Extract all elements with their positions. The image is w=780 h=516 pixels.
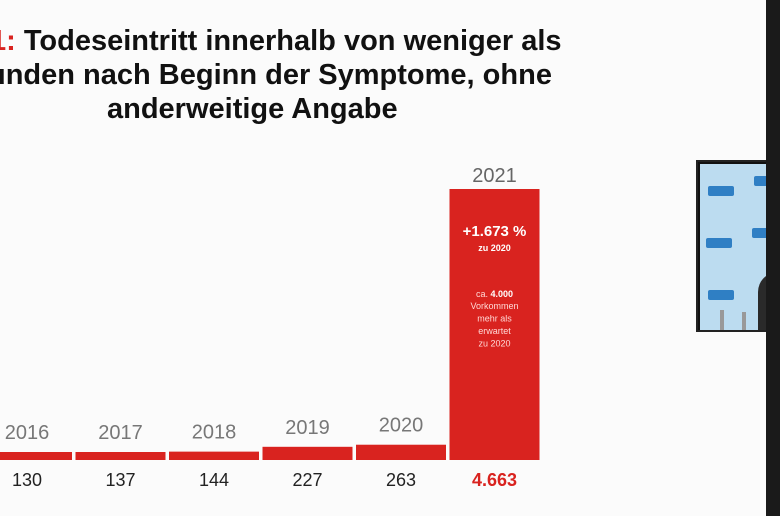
title-prefix: 1: — [0, 25, 16, 57]
annotation-percent: +1.673 % — [463, 223, 527, 240]
annotation-note-pre: ca. — [476, 289, 491, 299]
window-edge — [766, 0, 780, 516]
annotation-note-line-1: Vorkommen — [470, 301, 518, 311]
value-label-2018: 144 — [199, 470, 229, 490]
year-label-2016: 2016 — [5, 422, 50, 444]
annotation-note-bold: 4.000 — [490, 289, 513, 299]
annotation-note-line-2: mehr als — [477, 314, 512, 324]
year-label-2021: 2021 — [472, 165, 517, 187]
bar-2020 — [356, 444, 446, 460]
year-label-2017: 2017 — [98, 422, 143, 444]
annotation-note-line-3: erwartet — [478, 326, 511, 336]
title-line-1: 1: Todeseintritt innerhalb von weniger a… — [0, 24, 562, 58]
value-label-2017: 137 — [105, 470, 135, 490]
bar-2017 — [75, 452, 166, 460]
bar-2018 — [169, 451, 259, 460]
year-label-2019: 2019 — [285, 417, 330, 439]
bar-2019 — [262, 446, 353, 460]
annotation-percent-sub: zu 2020 — [478, 243, 511, 253]
value-label-2021: 4.663 — [472, 470, 517, 490]
bar-2021 — [449, 189, 540, 460]
annotation-note-line-4: zu 2020 — [478, 339, 510, 349]
value-label-2020: 263 — [386, 470, 416, 490]
title-line-1-text: Todeseintritt innerhalb von weniger als — [23, 25, 562, 57]
title-line-2: unden nach Beginn der Symptome, ohne — [0, 59, 552, 91]
year-label-2018: 2018 — [192, 422, 237, 444]
year-label-2020: 2020 — [379, 415, 424, 437]
annotation-note-first: ca. 4.000 — [476, 289, 513, 299]
bar-2016 — [0, 452, 72, 460]
value-label-2019: 227 — [292, 470, 322, 490]
title-line-3: anderweitige Angabe — [107, 93, 398, 125]
value-label-2016: 130 — [12, 470, 42, 490]
